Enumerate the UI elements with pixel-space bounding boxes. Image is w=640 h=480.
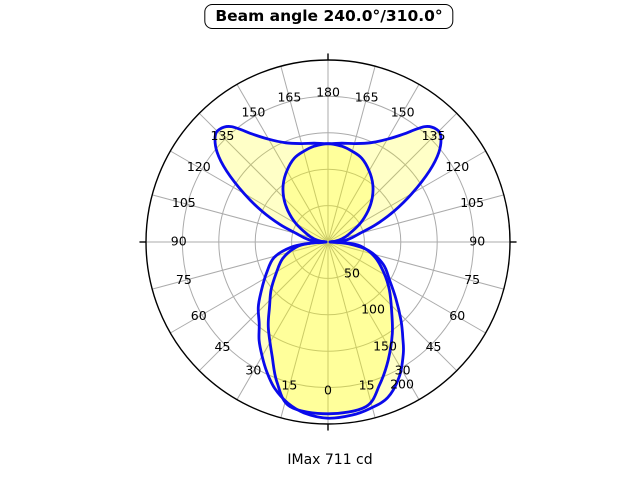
curve-2-round-plane-fill xyxy=(268,143,393,414)
angle-label-left-150: 150 xyxy=(241,104,265,119)
imax-label: IMax 711 cd xyxy=(287,452,373,468)
angle-label-left-165: 165 xyxy=(277,89,301,104)
angle-label-right-15: 15 xyxy=(359,378,375,393)
grid-spoke-300 xyxy=(170,241,329,334)
angle-label-right-45: 45 xyxy=(426,339,442,354)
radius-label-200: 200 xyxy=(390,377,414,392)
grid-spoke-330 xyxy=(236,241,329,400)
grid-spoke-315 xyxy=(198,241,329,372)
grid-spoke-60 xyxy=(327,241,486,334)
angle-label-right-75: 75 xyxy=(464,272,480,287)
grid-spoke-210 xyxy=(236,84,329,243)
grid-spoke-75 xyxy=(327,241,504,290)
angle-label-180: 180 xyxy=(316,84,340,99)
angle-label-left-45: 45 xyxy=(215,339,231,354)
grid-spoke-240 xyxy=(170,150,329,243)
angle-label-left-135: 135 xyxy=(211,128,235,143)
angle-label-left-60: 60 xyxy=(191,308,207,323)
angle-label-left-30: 30 xyxy=(245,363,261,378)
angle-label-0: 0 xyxy=(324,383,332,398)
angle-label-left-120: 120 xyxy=(187,159,211,174)
curve-1-batwing-plane-outline xyxy=(213,125,443,420)
grid-spoke-165 xyxy=(327,66,376,243)
grid-spoke-150 xyxy=(327,84,420,243)
angle-label-right-135: 135 xyxy=(422,128,446,143)
angle-label-left-105: 105 xyxy=(172,195,196,210)
angle-label-right-150: 150 xyxy=(391,104,415,119)
angle-label-right-105: 105 xyxy=(460,195,484,210)
angle-label-right-30: 30 xyxy=(395,363,411,378)
angle-label-left-90: 90 xyxy=(171,234,187,249)
radius-label-100: 100 xyxy=(361,302,385,317)
grid-spoke-225 xyxy=(198,112,329,243)
angle-label-right-60: 60 xyxy=(449,308,465,323)
grid-spoke-30 xyxy=(327,241,420,400)
grid-spoke-15 xyxy=(327,241,376,418)
curve-2-round-plane-outline xyxy=(266,142,394,416)
angle-label-right-120: 120 xyxy=(445,159,469,174)
angle-label-left-75: 75 xyxy=(176,272,192,287)
angle-label-right-165: 165 xyxy=(355,89,379,104)
grid-spoke-285 xyxy=(152,241,329,290)
grid-spoke-345 xyxy=(280,241,329,418)
grid-spoke-135 xyxy=(327,112,458,243)
radius-label-50: 50 xyxy=(344,266,360,281)
angle-label-left-15: 15 xyxy=(281,378,297,393)
chart-title: Beam angle 240.0°/310.0° xyxy=(204,4,454,29)
radius-label-150: 150 xyxy=(373,339,397,354)
angle-label-right-90: 90 xyxy=(469,234,485,249)
grid-spoke-195 xyxy=(280,66,329,243)
grid-spoke-120 xyxy=(327,150,486,243)
